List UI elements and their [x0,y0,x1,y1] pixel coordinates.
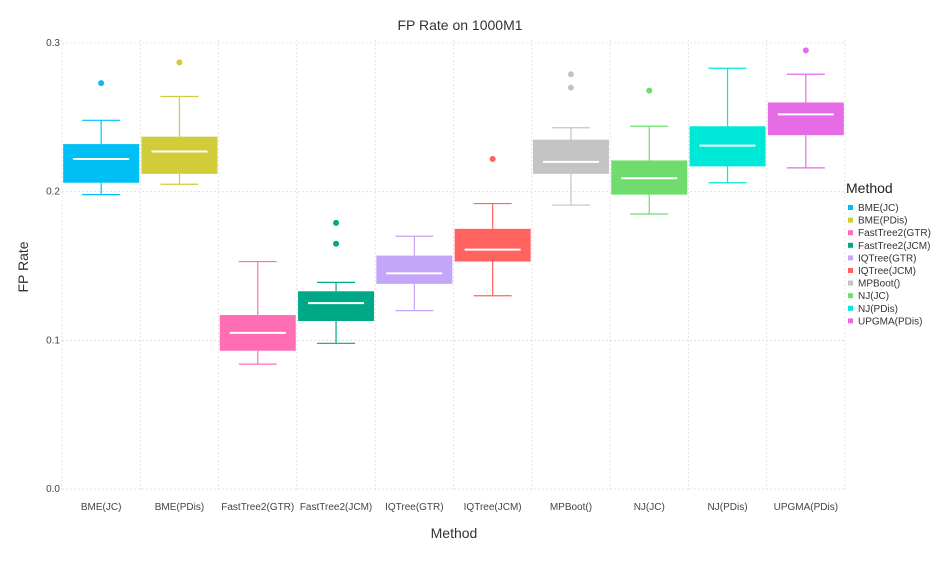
chart-title: FP Rate on 1000M1 [397,17,522,33]
outlier-point [333,219,340,226]
y-tick-label: 0.0 [46,484,60,495]
legend-label: BME(PDis) [858,216,907,227]
box [532,139,609,174]
legend-swatch [848,255,853,261]
legend-label: MPBoot() [858,279,900,290]
boxes [63,47,844,365]
x-tick-label: UPGMA(PDis) [774,502,838,513]
legend-label: FastTree2(JCM) [858,241,930,252]
box-group [611,87,688,215]
legend-label: NJ(JC) [858,291,889,302]
outlier-point [98,80,105,87]
legend-label: IQTree(GTR) [858,253,917,264]
outlier-point [567,71,574,78]
x-axis: BME(JC) BME(PDis) FastTree2(GTR) FastTree2(… [81,502,838,513]
box-group [219,260,296,365]
x-tick-label: IQTree(JCM) [464,502,522,513]
outlier-point [802,47,809,54]
grid [61,40,846,492]
outlier-point [333,240,340,247]
y-axis-title: FP Rate [15,241,31,292]
legend-label: NJ(PDis) [858,304,898,315]
box-group [689,67,766,184]
legend-label: IQTree(JCM) [858,266,916,277]
box-group [532,71,609,206]
x-tick-label: NJ(JC) [634,502,665,513]
outlier-point [176,59,183,66]
y-tick-label: 0.2 [46,187,60,198]
legend-swatch [848,280,853,286]
x-tick-label: NJ(PDis) [708,502,748,513]
box-group [454,155,531,297]
x-tick-label: IQTree(GTR) [385,502,444,513]
legend-swatch [848,293,853,299]
legend-label: FastTree2(GTR) [858,228,931,239]
box-group [376,235,453,312]
legend-swatch [848,205,853,210]
legend-swatch [848,217,853,223]
y-axis: 0.0 0.1 0.2 0.3 [46,38,60,495]
legend: Method BME(JC) BME(PDis)FastTree2(GTR) Fas… [846,180,931,327]
box [298,291,375,322]
y-tick-label: 0.1 [46,335,60,346]
x-tick-label: MPBoot() [550,502,592,513]
x-tick-label: BME(PDis) [155,502,204,513]
box [141,136,218,174]
box-group [141,59,218,185]
outlier-point [567,84,574,91]
legend-label: UPGMA(PDis) [858,316,922,327]
legend-swatch [848,305,853,311]
legend-title: Method [846,180,893,196]
legend-swatch [848,242,853,248]
y-tick-label: 0.3 [46,38,60,49]
box-group [63,80,140,196]
x-tick-label: BME(JC) [81,502,122,513]
x-axis-title: Method [431,525,478,541]
outlier-point [489,155,496,162]
box [767,102,844,136]
legend-swatch [848,230,853,236]
x-tick-label: FastTree2(JCM) [300,502,372,513]
outlier-point [646,87,653,94]
legend-swatch [848,268,853,273]
legend-label: BME(JC) [858,203,899,214]
box-group [767,47,844,169]
box [376,255,453,284]
box-group [298,219,375,344]
box [454,228,531,262]
legend-swatch [848,318,853,324]
x-tick-label: FastTree2(GTR) [221,502,294,513]
box [63,144,140,183]
